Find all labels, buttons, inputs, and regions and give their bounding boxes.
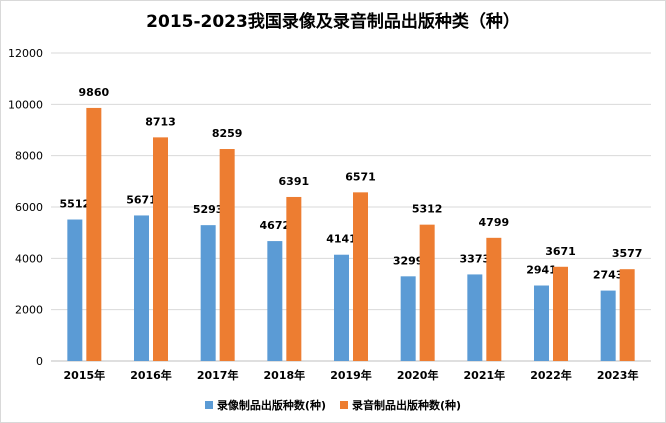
- bar-audio: [86, 107, 102, 361]
- bar-video: [400, 276, 416, 361]
- chart-title: 2015-2023我国录像及录音制品出版种类（种）: [146, 12, 520, 32]
- data-label-video: 5671: [126, 193, 157, 206]
- bar-audio: [419, 224, 435, 361]
- bar-audio: [286, 196, 302, 361]
- data-label-audio: 6571: [345, 170, 376, 183]
- data-label-video: 3299: [393, 254, 424, 267]
- bar-audio: [553, 266, 568, 361]
- x-tick-label: 2019年: [330, 368, 372, 382]
- data-label-audio: 8259: [212, 127, 243, 140]
- legend-swatch-audio: [340, 401, 348, 409]
- x-tick-label: 2017年: [197, 368, 239, 382]
- bar-video: [134, 215, 149, 361]
- x-tick-label: 2015年: [64, 368, 106, 382]
- data-label-audio: 8713: [145, 115, 176, 128]
- legend-label-video: 录像制品出版种数(种): [216, 399, 326, 412]
- x-tick-label: 2022年: [530, 368, 572, 382]
- x-tick-label: 2020年: [397, 368, 439, 382]
- y-tick-label: 10000: [8, 98, 43, 111]
- y-tick-label: 0: [36, 355, 43, 368]
- bar-audio: [353, 192, 368, 361]
- x-tick-label: 2018年: [264, 368, 306, 382]
- data-label-video: 2743: [593, 269, 624, 282]
- data-label-video: 5512: [60, 198, 91, 211]
- y-tick-label: 6000: [15, 201, 43, 214]
- legend-label-audio: 录音制品出版种数(种): [352, 399, 462, 412]
- chart-legend: 录像制品出版种数(种) 录音制品出版种数(种): [1, 397, 665, 413]
- bar-video: [534, 285, 549, 361]
- data-label-video: 4672: [260, 219, 291, 232]
- legend-item-video: 录像制品出版种数(种): [204, 397, 326, 413]
- bar-audio: [219, 149, 235, 361]
- x-tick-label: 2023年: [597, 368, 639, 382]
- data-label-audio: 9860: [79, 86, 110, 99]
- x-tick-label: 2016年: [130, 368, 172, 382]
- data-label-video: 2941: [526, 264, 557, 277]
- data-label-audio: 3577: [612, 247, 643, 260]
- bar-video: [200, 225, 216, 361]
- y-tick-label: 12000: [8, 47, 43, 60]
- data-label-audio: 5312: [412, 203, 443, 216]
- bar-audio: [486, 237, 502, 361]
- bar-audio: [153, 137, 168, 361]
- data-label-audio: 6391: [279, 175, 310, 188]
- x-tick-label: 2021年: [464, 368, 506, 382]
- bar-video: [334, 254, 349, 361]
- legend-item-audio: 录音制品出版种数(种): [340, 397, 461, 413]
- data-label-video: 5293: [193, 203, 224, 216]
- bar-video: [467, 274, 483, 361]
- data-label-audio: 4799: [479, 216, 510, 229]
- data-label-video: 4141: [326, 233, 357, 246]
- bar-video: [600, 290, 616, 361]
- data-label-audio: 3671: [545, 245, 576, 258]
- bar-video: [267, 241, 283, 361]
- y-tick-label: 2000: [15, 304, 43, 317]
- bar-video: [67, 219, 83, 361]
- legend-swatch-video: [204, 401, 213, 409]
- bar-audio: [619, 269, 635, 361]
- y-tick-label: 8000: [15, 150, 43, 163]
- data-label-video: 3373: [460, 252, 491, 265]
- y-tick-label: 4000: [15, 252, 43, 265]
